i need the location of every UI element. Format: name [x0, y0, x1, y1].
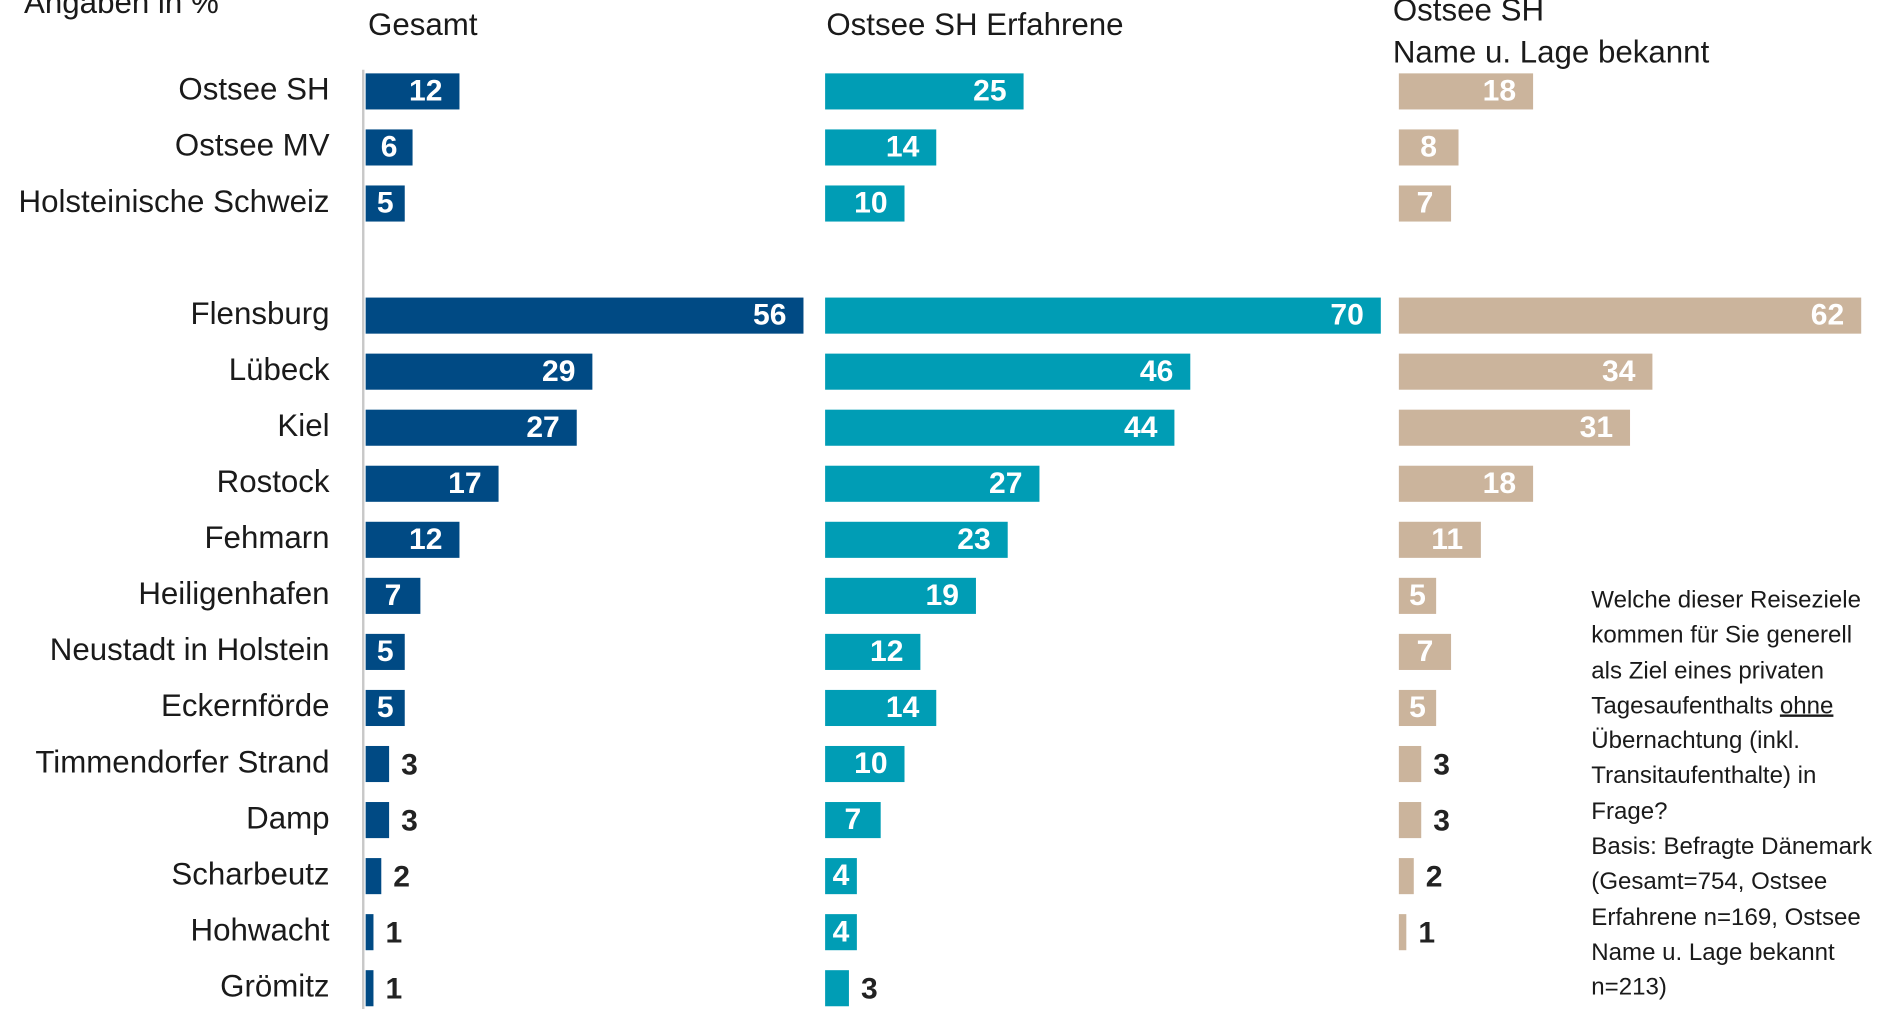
- category-label: Neustadt in Holstein: [50, 632, 330, 667]
- chart-area: Angaben in % Ostsee SH Ostsee MV Holsteini…: [0, 0, 1886, 1009]
- category-label: Lübeck: [229, 352, 330, 387]
- category-label: Ostsee SH: [178, 72, 329, 107]
- value-label: 12: [870, 635, 903, 668]
- value-label: 23: [957, 523, 990, 556]
- value-label: 5: [377, 635, 394, 668]
- value-label: 10: [854, 747, 887, 780]
- value-label: 56: [753, 299, 786, 332]
- bar: [825, 690, 936, 726]
- bar: [366, 746, 389, 782]
- value-label: 3: [861, 973, 878, 1006]
- value-label: 12: [409, 75, 442, 108]
- category-label: Heiligenhafen: [138, 576, 329, 611]
- value-label: 4: [833, 915, 850, 948]
- value-label: 11: [1431, 523, 1463, 556]
- value-label: 31: [1580, 411, 1613, 444]
- value-label: 46: [1140, 355, 1173, 388]
- category-label: Rostock: [217, 464, 330, 499]
- page: Angaben in % Ostsee SH Ostsee MV Holsteini…: [0, 0, 1886, 1009]
- panel-header: Ostsee SH Name u. Lage bekannt: [1393, 0, 1709, 73]
- value-label: 7: [1417, 635, 1434, 668]
- bar: [366, 914, 374, 950]
- panel-header: Ostsee SH Erfahrene: [826, 4, 1123, 46]
- subtitle: Angaben in %: [24, 0, 219, 20]
- category-label: Flensburg: [191, 296, 330, 331]
- category-label: Grömitz: [220, 968, 329, 1003]
- category-label: Fehmarn: [204, 520, 329, 555]
- value-label: 7: [385, 579, 402, 612]
- category-label: Ostsee MV: [175, 128, 330, 163]
- value-label: 18: [1483, 75, 1516, 108]
- value-label: 12: [409, 523, 442, 556]
- bar: [1399, 858, 1414, 894]
- bar: [366, 802, 389, 838]
- value-label: 44: [1124, 411, 1158, 444]
- panel-header: Gesamt: [368, 4, 477, 46]
- note-emphasis: ohne: [1780, 693, 1834, 719]
- note-text: Übernachtung (inkl. Transitaufenthalte) …: [1591, 728, 1816, 825]
- value-label: 17: [448, 467, 481, 500]
- bar: [1399, 914, 1406, 950]
- category-label: Scharbeutz: [171, 856, 329, 891]
- category-label: Holsteinische Schweiz: [19, 184, 330, 219]
- value-label: 1: [385, 917, 402, 950]
- value-label: 4: [833, 859, 850, 892]
- value-label: 27: [989, 467, 1022, 500]
- category-label: Timmendorfer Strand: [35, 744, 329, 779]
- value-label: 6: [381, 131, 398, 164]
- value-label: 7: [1417, 187, 1434, 220]
- note-basis: Basis: Befragte Dänemark (Gesamt=754, Os…: [1591, 834, 1872, 1001]
- value-label: 3: [401, 748, 418, 781]
- value-label: 5: [377, 691, 394, 724]
- value-label: 1: [385, 973, 402, 1006]
- value-label: 62: [1811, 299, 1844, 332]
- bar: [825, 129, 936, 165]
- category-label: Hohwacht: [191, 912, 330, 947]
- bar: [825, 970, 849, 1006]
- category-label: Kiel: [277, 408, 329, 443]
- value-label: 5: [377, 187, 394, 220]
- bar: [1399, 298, 1861, 334]
- value-label: 7: [845, 803, 862, 836]
- value-label: 3: [401, 804, 418, 837]
- value-label: 19: [926, 579, 959, 612]
- value-label: 5: [1409, 691, 1426, 724]
- category-label: Eckernförde: [161, 688, 330, 723]
- bar: [1399, 746, 1421, 782]
- bar: [825, 354, 1190, 390]
- value-label: 27: [526, 411, 559, 444]
- bar: [366, 858, 382, 894]
- value-label: 14: [886, 691, 920, 724]
- value-label: 14: [886, 131, 920, 164]
- bar: [1399, 802, 1421, 838]
- category-label: Damp: [246, 800, 329, 835]
- value-label: 2: [1426, 860, 1443, 893]
- bar: [366, 298, 804, 334]
- value-label: 3: [1433, 748, 1450, 781]
- bar: [825, 410, 1174, 446]
- value-label: 5: [1409, 579, 1426, 612]
- value-label: 70: [1330, 299, 1363, 332]
- bar: [366, 970, 374, 1006]
- value-label: 1: [1418, 917, 1435, 950]
- value-label: 18: [1483, 467, 1516, 500]
- bar: [825, 298, 1381, 334]
- value-label: 25: [973, 75, 1006, 108]
- value-label: 10: [854, 187, 887, 220]
- value-label: 8: [1420, 131, 1437, 164]
- value-label: 2: [393, 860, 410, 893]
- value-label: 3: [1433, 804, 1450, 837]
- value-label: 34: [1602, 355, 1636, 388]
- question-note: Welche dieser Reiseziele kommen für Sie …: [1591, 583, 1880, 1006]
- value-label: 29: [542, 355, 575, 388]
